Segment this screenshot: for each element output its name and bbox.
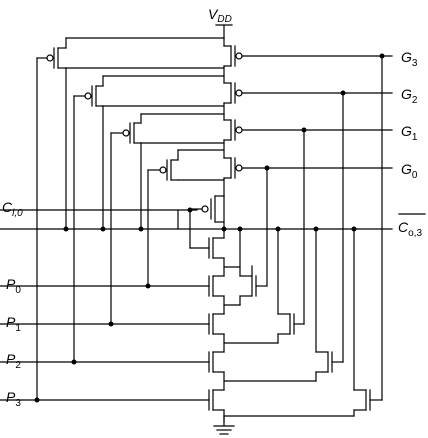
ground-symbol — [213, 415, 235, 435]
carry-out-label: Co,3 — [398, 219, 422, 239]
pmos-g2 — [223, 65, 393, 104]
pmos-carry-in — [189, 195, 225, 230]
p1-label: P1 — [6, 314, 21, 334]
p0-label: P0 — [6, 276, 21, 296]
nmos-p1 — [208, 313, 225, 353]
nmos-p0 — [208, 275, 225, 315]
vdd-label: VDD — [208, 6, 232, 25]
nmos-g3 — [223, 55, 383, 417]
vdd-symbol — [215, 24, 233, 39]
pmos-g1 — [223, 102, 393, 141]
pmos-g3 — [223, 37, 393, 67]
pmos-left-0 — [147, 149, 225, 181]
nmos-g0 — [223, 167, 268, 306]
nmos-g2 — [223, 92, 344, 382]
pmos-left-2 — [73, 75, 225, 107]
nmos-p3 — [208, 389, 225, 423]
pmos-g0 — [223, 139, 393, 179]
g1-label: G1 — [401, 123, 418, 143]
g3-label: G3 — [401, 49, 418, 69]
p3-label: P3 — [6, 389, 21, 409]
pmos-left-1 — [110, 113, 225, 144]
pmos-left-3 — [36, 37, 225, 69]
junction-dot — [187, 207, 193, 213]
nmos-g1 — [223, 129, 305, 344]
carry-in-label: Ci,0 — [2, 199, 23, 219]
nmos-ci — [189, 228, 225, 277]
g0-label: G0 — [401, 161, 418, 181]
nmos-p2 — [208, 351, 225, 391]
g2-label: G2 — [401, 86, 418, 106]
p2-label: P2 — [6, 351, 21, 371]
